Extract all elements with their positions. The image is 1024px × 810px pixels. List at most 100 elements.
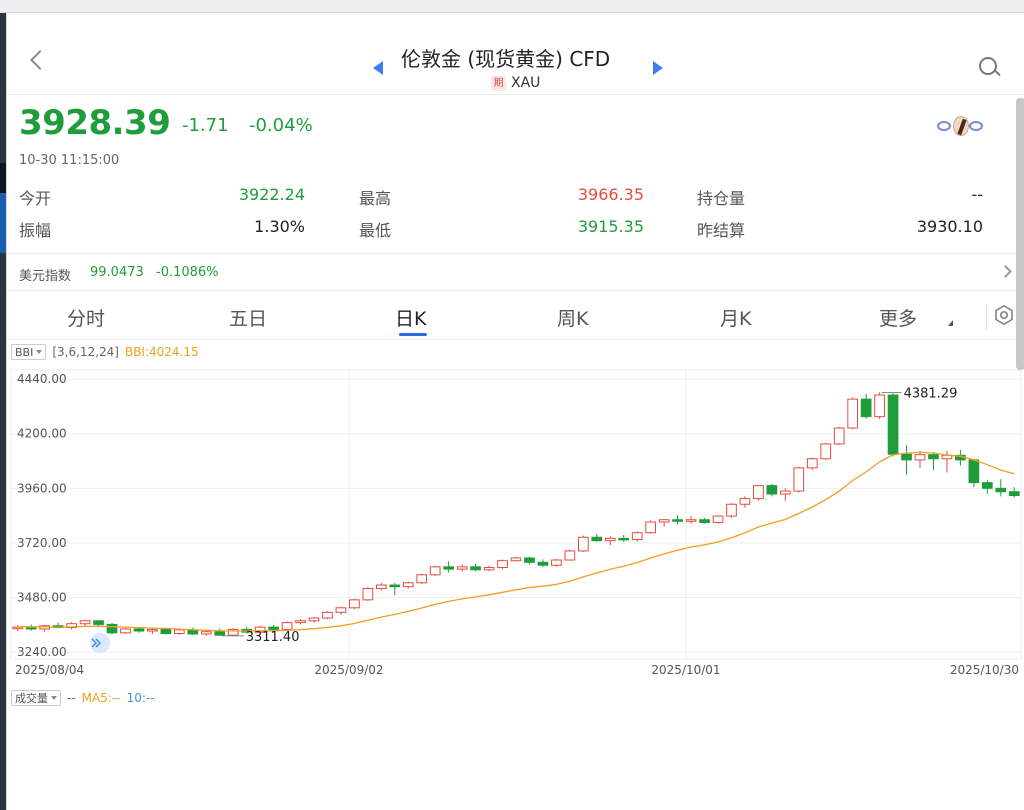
candle-body-down <box>470 566 481 571</box>
min-price-label: 3311.40 <box>246 630 300 645</box>
indicator-select[interactable]: BBI <box>11 344 47 360</box>
candle-body-down <box>106 623 118 634</box>
tab-more[interactable]: 更多 <box>879 308 918 330</box>
candle-body-up <box>712 515 724 523</box>
indicator-bar: BBI [3,6,12,24] BBI:4024.15 <box>11 343 199 361</box>
indicator-value: BBI:4024.15 <box>124 345 199 359</box>
candle-body-up <box>806 458 818 469</box>
candle-body-up <box>349 599 360 609</box>
candle-body-up <box>173 629 185 635</box>
candlestick-chart[interactable]: 4440.00 4200.00 3960.00 3720.00 3480.00 3240.… <box>7 363 1024 708</box>
candle-body-up <box>847 398 859 429</box>
last-price: 3928.39 <box>19 103 171 143</box>
candle-body-down <box>887 394 899 455</box>
candle-body-up <box>254 626 266 633</box>
x-tick-label: 2025/10/01 <box>651 663 720 677</box>
volume-select[interactable]: 成交量 <box>11 690 61 706</box>
window-top-strip <box>0 0 1024 13</box>
candle-body-up <box>402 582 414 588</box>
candle-body-up <box>416 574 428 584</box>
candle-body-up <box>429 566 441 576</box>
watch-icons[interactable] <box>937 116 985 136</box>
candle-body-up <box>375 584 387 589</box>
candle-body-down <box>995 487 1007 493</box>
candle-body-down <box>968 459 980 484</box>
candle-body-up <box>833 427 845 445</box>
candle-body-down <box>160 628 172 635</box>
candle-body-up <box>820 443 832 460</box>
open-label: 今开 <box>19 189 52 208</box>
candle-body-down <box>672 519 683 522</box>
chevron-down-icon <box>36 350 43 354</box>
chart-frame <box>10 369 1022 660</box>
price-change-percent: -0.04% <box>249 115 313 136</box>
candle-body-up <box>874 394 885 418</box>
app-window: 伦敦金 (现货黄金) CFD 期 XAU 3928.39 -1.71 -0.04… <box>6 13 1024 810</box>
tab-daily-k[interactable]: 日K <box>395 308 427 330</box>
volume-ma10: 10:-- <box>126 691 155 705</box>
open-interest-label: 持仓量 <box>697 189 746 208</box>
dollar-index-value: 99.0473 <box>90 265 144 280</box>
futures-badge: 期 <box>491 75 506 91</box>
candle-body-down <box>133 628 145 632</box>
tab-monthly-k[interactable]: 月K <box>720 308 752 330</box>
next-instrument-icon[interactable] <box>653 61 663 75</box>
tab-intraday[interactable]: 分时 <box>67 308 106 330</box>
candle-body-up <box>483 567 495 571</box>
candle-body-down <box>981 482 993 489</box>
candle-body-down <box>591 536 603 542</box>
candle-body-up <box>739 498 751 505</box>
volume-ma5: MA5:-- <box>81 691 121 705</box>
y-tick-label: 4200.00 <box>17 427 67 441</box>
dollar-index-label: 美元指数 <box>19 269 72 284</box>
candle-body-up <box>604 537 616 542</box>
low-label: 最低 <box>359 221 392 240</box>
tab-weekly-k[interactable]: 周K <box>557 308 589 330</box>
tab-five-day[interactable]: 五日 <box>229 308 268 330</box>
high-label: 最高 <box>359 189 392 208</box>
candle-body-down <box>214 631 226 636</box>
scroll-left-icon[interactable] <box>90 633 110 653</box>
candle-body-down <box>537 561 549 566</box>
candle-body-down <box>928 454 939 460</box>
candle-body-up <box>631 532 643 541</box>
candle-body-up <box>120 628 131 634</box>
active-tab-underline <box>399 333 427 336</box>
scrollbar[interactable] <box>1016 98 1024 370</box>
x-tick-label: 2025/09/02 <box>314 663 383 677</box>
candle-body-down <box>187 629 199 635</box>
volume-value: -- <box>67 691 76 705</box>
candle-body-up <box>645 521 657 534</box>
candle-body-up <box>510 557 522 562</box>
y-tick-label: 3480.00 <box>17 591 67 605</box>
low-value: 3915.35 <box>577 217 644 236</box>
dollar-index-row[interactable]: 美元指数 99.0473 -0.1086% <box>7 253 1024 291</box>
candle-body-up <box>577 536 589 552</box>
candle-body-down <box>389 584 401 588</box>
x-tick-label: 2025/10/30 <box>950 663 1019 677</box>
candle-body-up <box>456 566 468 570</box>
candle-body-up <box>551 559 562 566</box>
bbi-line <box>17 451 1015 632</box>
quote-timestamp: 10-30 11:15:00 <box>19 153 120 168</box>
more-dropdown-icon[interactable] <box>948 320 953 326</box>
candle-body-up <box>658 519 670 523</box>
search-icon[interactable] <box>979 57 1001 77</box>
y-tick-label: 3960.00 <box>17 481 67 495</box>
candle-body-down <box>699 519 710 523</box>
header: 伦敦金 (现货黄金) CFD 期 XAU <box>7 13 1024 95</box>
candle-body-down <box>618 537 630 541</box>
amplitude-value: 1.30% <box>254 217 305 236</box>
price-change: -1.71 <box>182 115 229 136</box>
settings-icon[interactable] <box>986 304 1013 330</box>
y-tick-label: 3720.00 <box>17 536 67 550</box>
volume-name: 成交量 <box>15 692 48 705</box>
eye-icon <box>937 121 951 131</box>
chevron-right-icon[interactable] <box>999 265 1012 278</box>
open-interest-value: -- <box>971 185 983 204</box>
candle-body-down <box>1008 491 1020 497</box>
open-value: 3922.24 <box>238 185 305 204</box>
candle-body-up <box>227 628 239 636</box>
previous-instrument-icon[interactable] <box>373 61 383 75</box>
back-arrow-icon[interactable] <box>30 50 50 70</box>
